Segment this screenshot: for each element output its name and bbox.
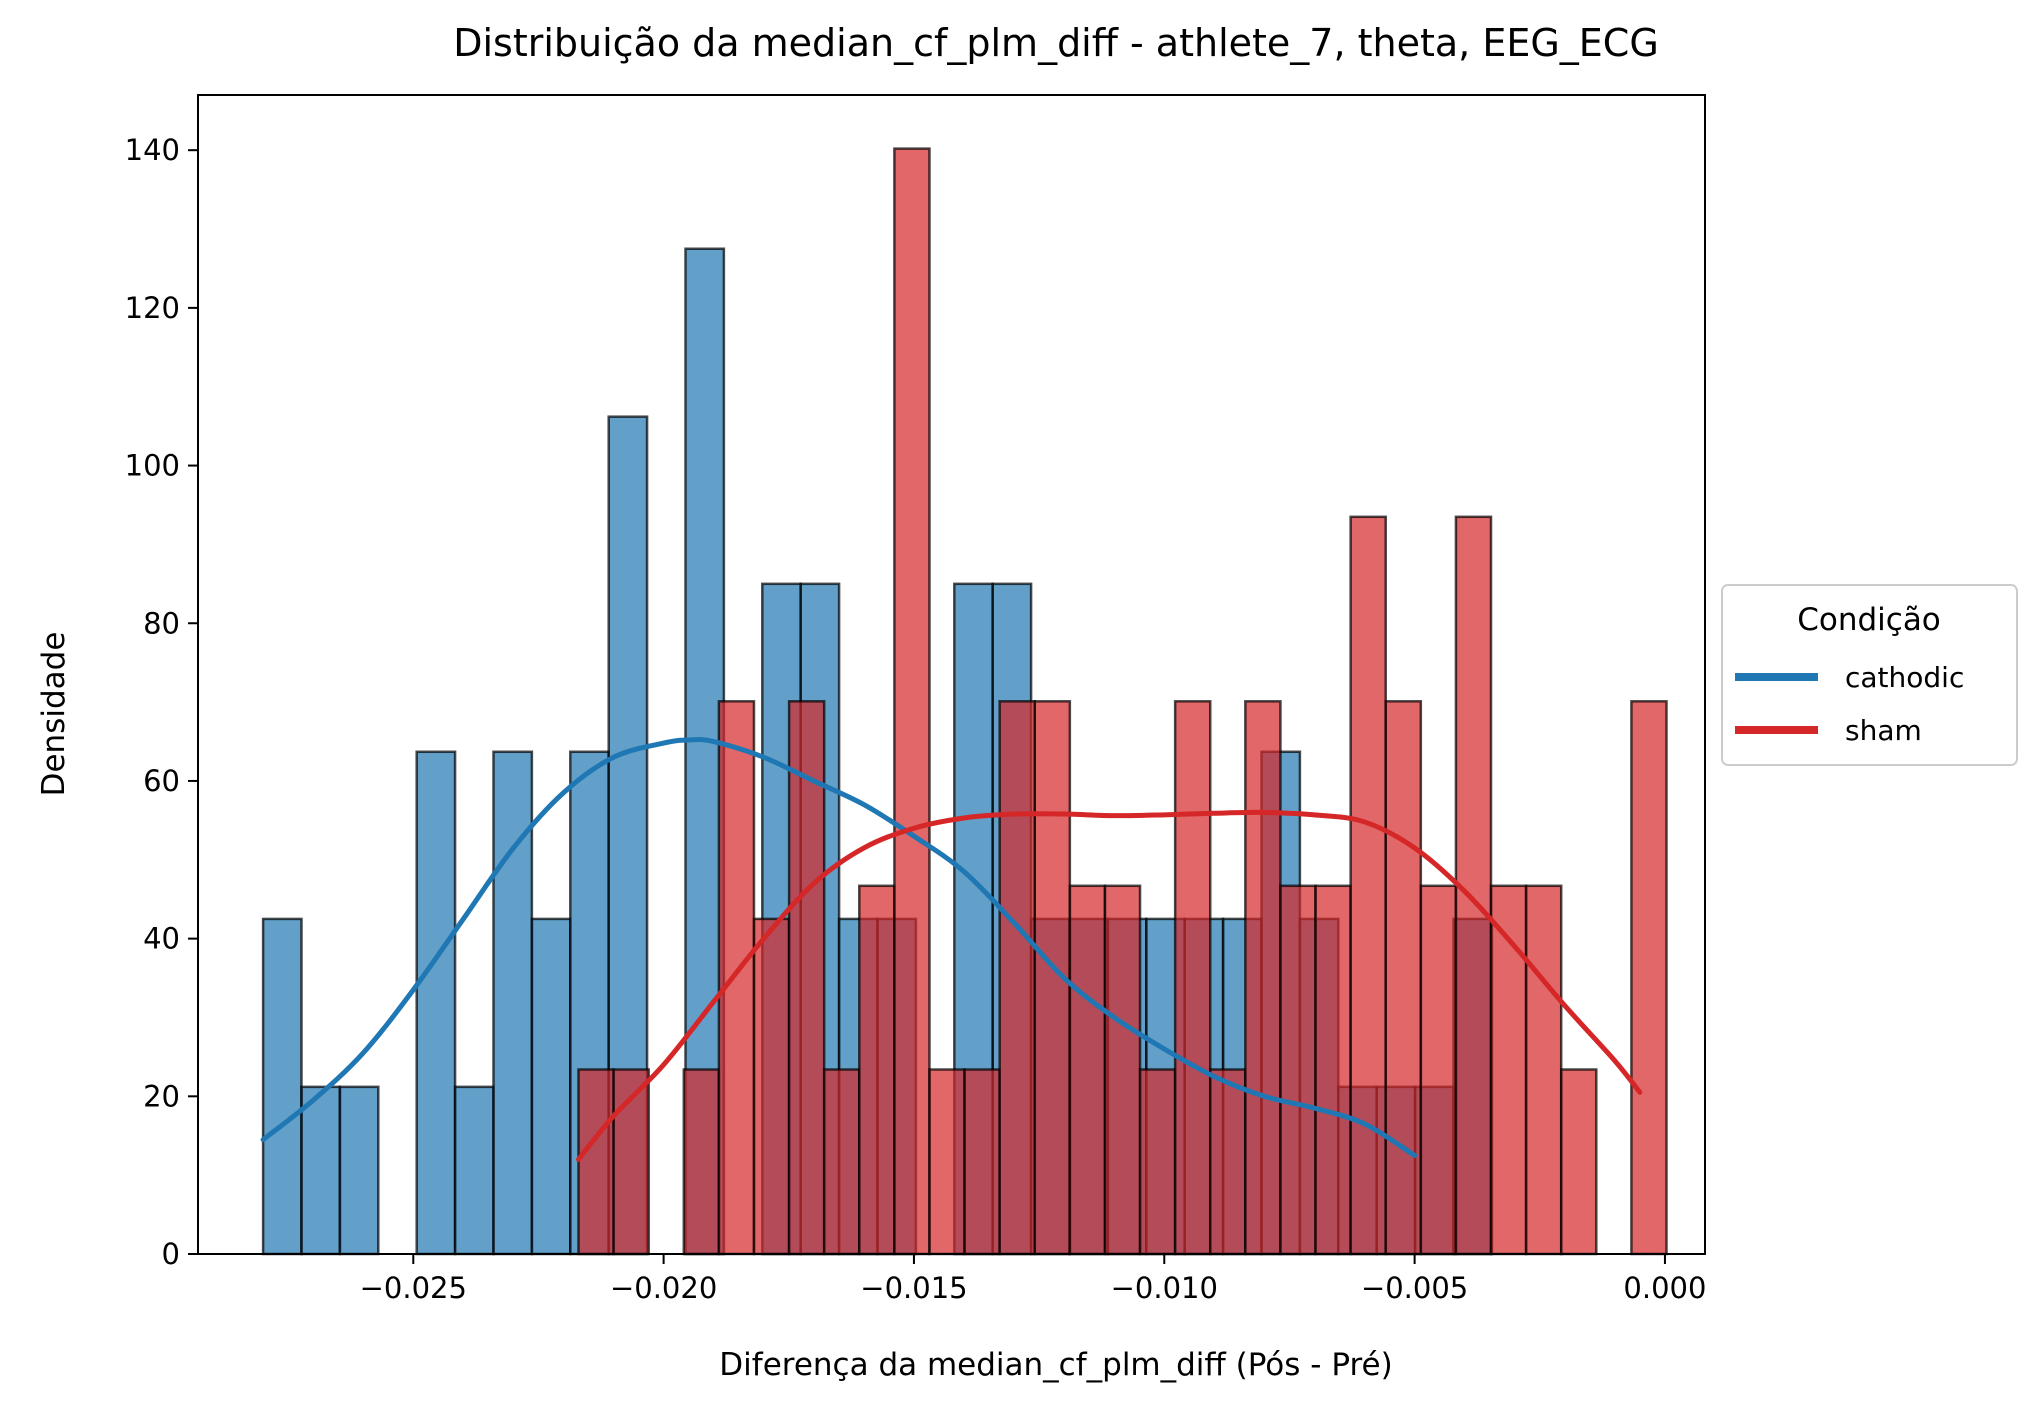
legend-label-sham: sham — [1845, 714, 1922, 747]
bar-cathodic-4 — [415, 750, 457, 1256]
bar-cathodic-2 — [338, 1085, 380, 1256]
legend-label-cathodic: cathodic — [1845, 661, 1964, 694]
bar-cathodic-0 — [261, 917, 303, 1256]
bar-cathodic-7 — [530, 917, 572, 1256]
bar-sham-3 — [682, 1068, 721, 1256]
bar-cathodic-1 — [300, 1085, 342, 1256]
bar-sham-5 — [752, 917, 791, 1256]
bar-sham-15 — [1103, 884, 1142, 1256]
y-tick-label: 100 — [125, 449, 180, 483]
y-tick-label: 40 — [143, 922, 180, 956]
bar-sham-28 — [1559, 1068, 1598, 1256]
bar-sham-4 — [717, 700, 756, 1256]
x-tick-label: −0.025 — [360, 1271, 467, 1305]
chart-title: Distribuição da median_cf_plm_diff - ath… — [453, 21, 1659, 65]
bar-sham-17 — [1173, 700, 1212, 1256]
x-tick-label: −0.010 — [1111, 1271, 1218, 1305]
bar-sham-9 — [893, 147, 931, 1256]
bar-sham-23 — [1384, 700, 1423, 1256]
y-tick-label: 120 — [125, 291, 180, 325]
y-tick-label: 140 — [125, 133, 180, 167]
bar-sham-11 — [963, 1068, 1001, 1256]
x-axis-label: Diferença da median_cf_plm_diff (Pós - P… — [719, 1347, 1392, 1383]
x-tick-label: −0.005 — [1361, 1271, 1468, 1305]
legend-box — [1721, 584, 2018, 766]
legend: Condição cathodic sham — [1721, 584, 2018, 766]
y-axis-ticks: 0 20 40 60 80 100 120 140 — [125, 133, 198, 1271]
kde-curves — [260, 737, 1643, 1162]
bar-sham-18 — [1208, 1068, 1247, 1256]
legend-title: Condição — [1797, 602, 1941, 638]
bar-sham-0 — [577, 1068, 615, 1256]
bar-sham-7 — [822, 1068, 861, 1256]
y-tick-label: 0 — [162, 1237, 180, 1271]
bar-sham-27 — [1524, 884, 1563, 1256]
bar-sham-26 — [1489, 884, 1528, 1256]
kde-line-cathodic — [260, 737, 1418, 1158]
y-tick-label: 80 — [143, 606, 180, 640]
bar-sham-22 — [1349, 515, 1387, 1256]
bar-sham-20 — [1279, 884, 1317, 1256]
y-axis-label: Densidade — [36, 632, 72, 797]
bar-sham-14 — [1068, 884, 1107, 1256]
bar-sham-12 — [998, 700, 1037, 1256]
bar-sham-16 — [1138, 1068, 1177, 1256]
x-axis-ticks: −0.025 −0.020 −0.015 −0.010 −0.005 0.000 — [360, 1254, 1706, 1305]
x-tick-label: 0.000 — [1623, 1271, 1706, 1305]
bar-cathodic-5 — [453, 1085, 495, 1256]
bar-sham-10 — [928, 1068, 966, 1256]
bar-sham-19 — [1244, 700, 1282, 1256]
bar-sham-21 — [1314, 884, 1352, 1256]
kde-line-sham — [576, 809, 1643, 1162]
bar-sham-24 — [1419, 884, 1458, 1256]
bar-cathodic-6 — [492, 750, 534, 1256]
x-tick-label: −0.020 — [610, 1271, 717, 1305]
bar-sham-30 — [1630, 700, 1668, 1256]
plot-frame — [197, 94, 1706, 1255]
x-tick-label: −0.015 — [860, 1271, 967, 1305]
bar-sham-6 — [787, 700, 826, 1256]
histogram-bars — [261, 147, 1668, 1256]
bar-sham-8 — [858, 884, 896, 1256]
y-tick-label: 20 — [143, 1079, 180, 1113]
y-tick-label: 60 — [143, 764, 180, 798]
